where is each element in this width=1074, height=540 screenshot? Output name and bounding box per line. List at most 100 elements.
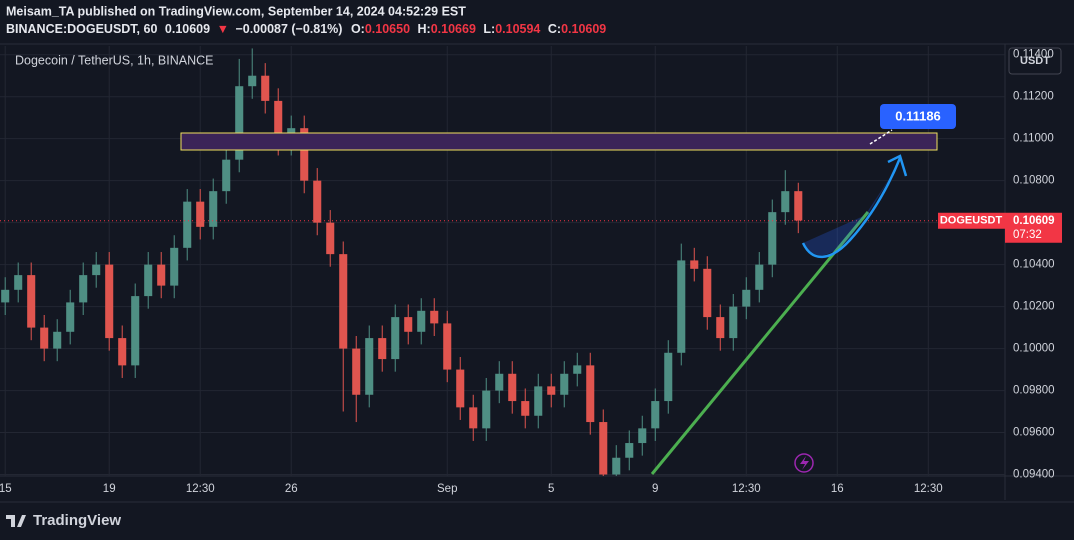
- open: 0.10650: [365, 22, 410, 36]
- candle-body: [313, 180, 322, 223]
- candle-body: [664, 352, 673, 402]
- candle-body: [794, 191, 803, 221]
- close-label: C:: [548, 22, 561, 36]
- candle-body: [495, 373, 504, 391]
- price: 0.10609: [165, 22, 210, 36]
- candle-body: [105, 264, 114, 339]
- candle-body: [547, 386, 556, 395]
- symbol-tag-box: [938, 212, 1005, 229]
- candle-body: [729, 306, 738, 339]
- candle-body: [235, 86, 244, 160]
- candle-body: [196, 201, 205, 227]
- legend-line: BINANCE:DOGEUSDT, 60 0.10609 ▼ −0.00087 …: [6, 22, 606, 36]
- target-label: 0.11186: [895, 108, 941, 123]
- symbol-tag: DOGEUSDT: [940, 215, 1003, 227]
- y-tick-label: 0.10000: [1013, 343, 1055, 355]
- candle-body: [391, 317, 400, 360]
- candle-body: [131, 296, 140, 366]
- x-tick-label: 15: [0, 483, 12, 495]
- candle-body: [586, 365, 595, 423]
- candle-body: [560, 373, 569, 395]
- candle-body: [430, 310, 439, 324]
- y-tick-label: 0.10400: [1013, 259, 1055, 271]
- projection-area: [803, 170, 895, 256]
- candle-body: [508, 373, 517, 402]
- x-tick-label: 12:30: [732, 483, 761, 495]
- logo-text: TradingView: [33, 512, 121, 529]
- target-box: [880, 104, 956, 129]
- candle-body: [365, 338, 374, 395]
- y-tick-label: 0.11200: [1013, 91, 1054, 103]
- candle-body: [183, 201, 192, 248]
- y-tick-label: 0.10200: [1013, 301, 1055, 313]
- currency-box[interactable]: [1008, 47, 1062, 75]
- symbol: BINANCE:DOGEUSDT, 60: [6, 22, 157, 36]
- candle-body: [703, 268, 712, 318]
- candle-body: [534, 386, 543, 416]
- close: 0.10609: [561, 22, 606, 36]
- low: 0.10594: [495, 22, 540, 36]
- price-tag-box: [1005, 212, 1062, 243]
- countdown: 07:32: [1013, 229, 1042, 241]
- candle-body: [170, 247, 179, 286]
- candle-body: [690, 260, 699, 269]
- candle-body: [612, 457, 621, 475]
- open-label: O:: [351, 22, 365, 36]
- candle-body: [742, 289, 751, 307]
- x-tick-label: Sep: [437, 483, 457, 495]
- candle-body: [274, 100, 283, 143]
- candle-body: [417, 310, 426, 332]
- candle-body: [40, 327, 49, 349]
- candle-body: [521, 401, 530, 416]
- candle-body: [755, 264, 764, 290]
- drawings: 0.11186: [180, 104, 956, 475]
- candle-body: [14, 275, 23, 290]
- candle-body: [248, 75, 257, 87]
- candle-body: [300, 128, 309, 181]
- lightning: [800, 456, 809, 470]
- projection-arrow: [801, 157, 902, 259]
- y-tick-label: 0.10800: [1013, 175, 1055, 187]
- candle-body: [66, 302, 75, 332]
- candle-body: [79, 275, 88, 303]
- low-label: L:: [483, 22, 495, 36]
- candle-body: [92, 264, 101, 276]
- candle-body: [378, 338, 387, 360]
- y-tick-label: 0.09400: [1013, 469, 1055, 481]
- candle-body: [352, 348, 361, 395]
- candle-body: [1, 289, 10, 303]
- candle-body: [716, 317, 725, 339]
- high-label: H:: [418, 22, 431, 36]
- currency: USDT: [1020, 55, 1050, 67]
- y-tick-label: 0.09600: [1013, 427, 1055, 439]
- candle-body: [443, 323, 452, 370]
- candle-body: [157, 264, 166, 286]
- y-tick-label: 0.11000: [1013, 133, 1054, 145]
- x-tick-label: 16: [831, 483, 844, 495]
- change: −0.00087 (−0.81%): [235, 22, 342, 36]
- price-tag: 0.10609: [1013, 215, 1055, 227]
- logo-icon: [6, 515, 26, 527]
- event-icon[interactable]: [794, 453, 814, 473]
- candle-body: [222, 159, 231, 192]
- candle-body: [469, 407, 478, 429]
- chart-title: Dogecoin / TetherUS, 1h, BINANCE: [15, 53, 213, 67]
- candle-body: [573, 365, 582, 374]
- candle-body: [144, 264, 153, 297]
- candle-body: [118, 338, 127, 366]
- candle-body: [625, 443, 634, 458]
- candle-body: [781, 191, 790, 213]
- x-tick-label: 12:30: [186, 483, 215, 495]
- candle-body: [209, 191, 218, 227]
- callout-line: [869, 129, 893, 145]
- y-tick-label: 0.09800: [1013, 385, 1055, 397]
- arrow: ▼: [217, 22, 229, 36]
- publisher: Meisam_TA published on TradingView.com, …: [6, 4, 466, 18]
- candle-body: [768, 212, 777, 265]
- candle-body: [53, 331, 62, 349]
- y-tick-label: 0.11400: [1013, 49, 1054, 61]
- candle-body: [404, 317, 413, 332]
- x-tick-label: 19: [103, 483, 116, 495]
